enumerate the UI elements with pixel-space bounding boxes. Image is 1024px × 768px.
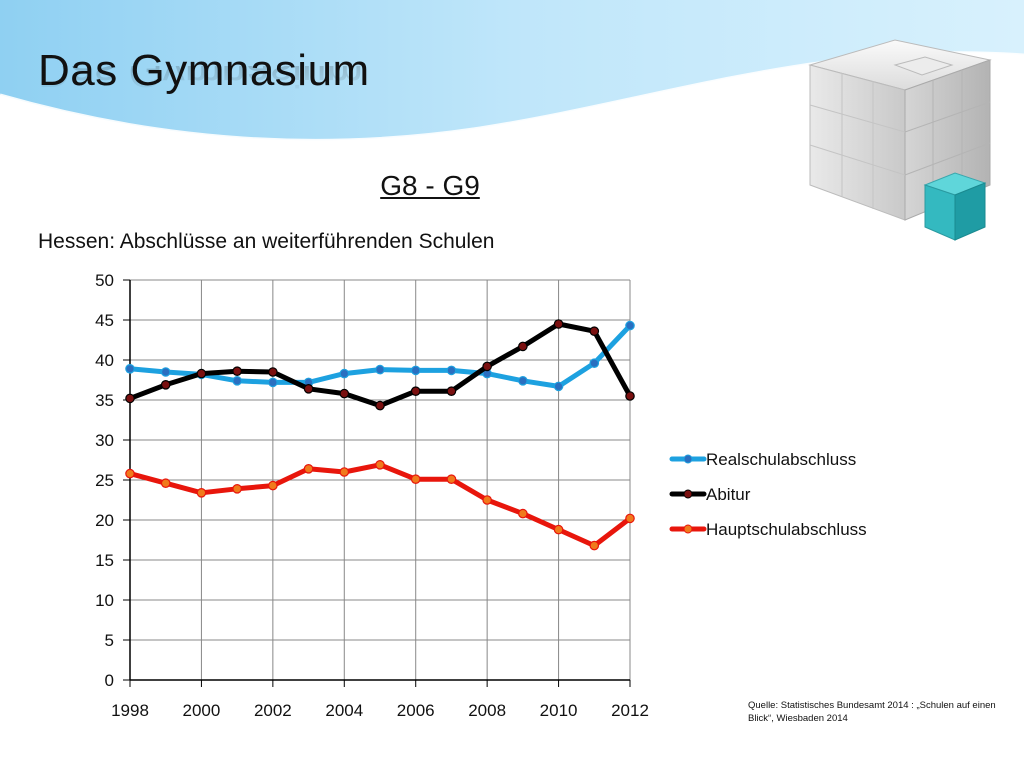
data-point-abitur xyxy=(303,383,314,394)
data-point-hauptschulabschluss xyxy=(125,468,135,479)
y-tick-label: 25 xyxy=(95,471,114,490)
data-point-hauptschulabschluss xyxy=(482,495,492,505)
y-tick-label: 35 xyxy=(95,391,114,410)
data-point-hauptschulabschluss xyxy=(625,513,635,524)
x-tick-label: 2000 xyxy=(183,701,221,720)
y-tick-label: 50 xyxy=(95,271,114,290)
legend-marker-abitur xyxy=(683,489,693,499)
data-point-abitur xyxy=(589,326,600,336)
data-point-hauptschulabschluss xyxy=(339,467,350,477)
source-note: Quelle: Statistisches Bundesamt 2014 : „… xyxy=(748,700,996,724)
data-point-realschulabschluss xyxy=(232,375,242,386)
legend-label-abitur: Abitur xyxy=(706,485,751,504)
y-tick-label: 15 xyxy=(95,551,114,570)
data-point-abitur xyxy=(196,368,207,379)
data-point-realschulabschluss xyxy=(518,375,528,386)
x-tick-label: 2010 xyxy=(540,701,578,720)
slide-title: Das Gymnasium xyxy=(38,46,370,95)
y-tick-label: 0 xyxy=(105,671,114,690)
data-point-realschulabschluss xyxy=(375,364,385,375)
data-point-realschulabschluss xyxy=(160,367,171,377)
chart-title: Hessen: Abschlüsse an weiterführenden Sc… xyxy=(38,230,495,253)
data-point-hauptschulabschluss xyxy=(303,463,314,474)
data-point-realschulabschluss xyxy=(446,365,457,376)
legend-label-realschulabschluss: Realschulabschluss xyxy=(706,450,856,469)
data-point-hauptschulabschluss xyxy=(589,540,600,551)
data-point-hauptschulabschluss xyxy=(268,480,278,491)
x-tick-label: 2006 xyxy=(397,701,435,720)
data-point-abitur xyxy=(446,386,457,396)
data-point-abitur xyxy=(125,393,135,404)
y-tick-label: 40 xyxy=(95,351,114,370)
data-point-abitur xyxy=(553,319,564,329)
x-tick-label: 2002 xyxy=(254,701,292,720)
data-point-realschulabschluss xyxy=(268,377,278,388)
data-point-abitur xyxy=(625,391,635,401)
y-tick-label: 30 xyxy=(95,431,114,450)
legend-label-hauptschulabschluss: Hauptschulabschluss xyxy=(706,520,867,539)
legend-marker-realschulabschluss xyxy=(683,454,693,464)
data-point-abitur xyxy=(482,361,492,372)
data-point-abitur xyxy=(160,379,171,390)
data-point-hauptschulabschluss xyxy=(553,524,564,535)
data-point-abitur xyxy=(375,400,385,411)
data-point-hauptschulabschluss xyxy=(375,459,385,470)
data-point-realschulabschluss xyxy=(553,381,564,392)
data-point-hauptschulabschluss xyxy=(410,474,421,484)
x-tick-label: 2012 xyxy=(611,701,649,720)
cube-logo-icon xyxy=(808,39,992,241)
x-tick-label: 2008 xyxy=(468,701,506,720)
y-tick-label: 45 xyxy=(95,311,114,330)
data-point-abitur xyxy=(232,366,242,376)
data-point-realschulabschluss xyxy=(625,320,635,331)
slide-subtitle: G8 - G9 xyxy=(380,170,480,201)
data-point-abitur xyxy=(268,367,278,377)
data-point-realschulabschluss xyxy=(339,368,350,379)
data-point-hauptschulabschluss xyxy=(446,474,457,484)
data-point-abitur xyxy=(410,386,421,396)
y-tick-label: 20 xyxy=(95,511,114,530)
data-point-realschulabschluss xyxy=(589,358,600,368)
data-point-hauptschulabschluss xyxy=(518,508,528,519)
y-tick-label: 10 xyxy=(95,591,114,610)
x-tick-label: 2004 xyxy=(325,701,363,720)
x-tick-label: 1998 xyxy=(111,701,149,720)
legend-marker-hauptschulabschluss xyxy=(683,524,693,534)
data-point-abitur xyxy=(518,341,528,352)
data-point-hauptschulabschluss xyxy=(160,478,171,488)
y-tick-label: 5 xyxy=(105,631,114,650)
data-point-realschulabschluss xyxy=(125,363,135,374)
data-point-hauptschulabschluss xyxy=(196,487,207,498)
data-point-abitur xyxy=(339,388,350,399)
series-line-abitur xyxy=(127,321,633,409)
data-point-realschulabschluss xyxy=(410,365,421,376)
data-point-hauptschulabschluss xyxy=(232,483,242,494)
series-line-hauptschulabschluss xyxy=(127,462,633,549)
